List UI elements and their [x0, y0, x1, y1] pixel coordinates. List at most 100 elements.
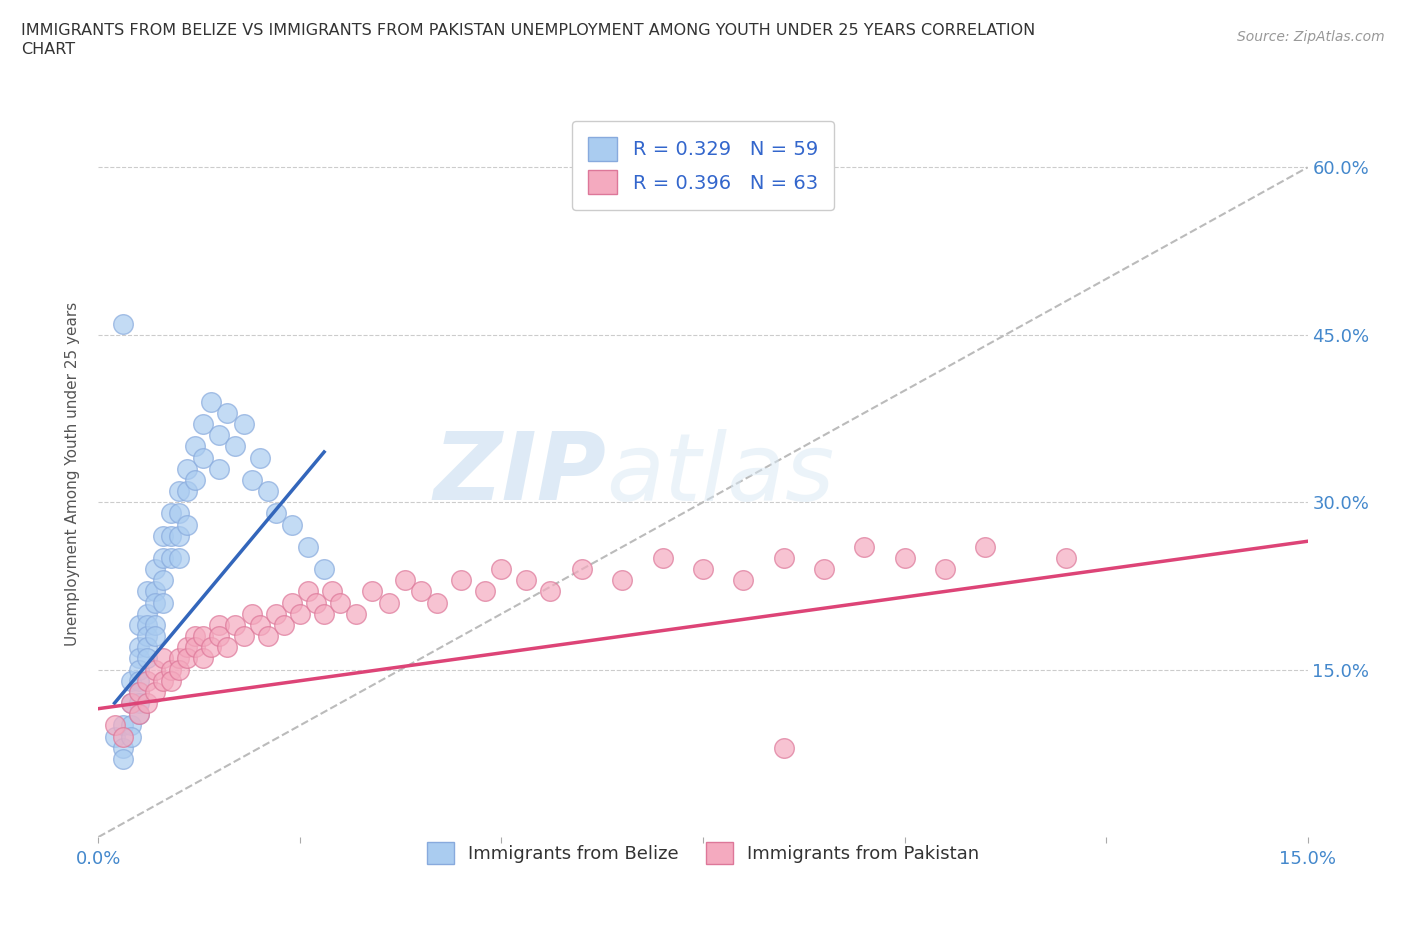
Point — [974, 539, 997, 554]
Point — [193, 417, 215, 432]
Point — [143, 584, 166, 599]
Legend: Immigrants from Belize, Immigrants from Pakistan: Immigrants from Belize, Immigrants from … — [412, 828, 994, 879]
Point — [208, 461, 231, 476]
Point — [152, 573, 174, 588]
Point — [934, 562, 956, 577]
Point — [135, 696, 157, 711]
Point — [314, 562, 336, 577]
Point — [152, 551, 174, 565]
Point — [120, 696, 142, 711]
Point — [217, 640, 239, 655]
Point — [184, 439, 207, 454]
Point — [160, 673, 183, 688]
Point — [167, 651, 190, 666]
Point — [772, 740, 794, 755]
Point — [135, 629, 157, 644]
Point — [256, 484, 278, 498]
Point — [152, 651, 174, 666]
Point — [111, 729, 134, 744]
Point — [111, 718, 134, 733]
Point — [143, 662, 166, 677]
Point — [176, 651, 198, 666]
Point — [135, 618, 157, 632]
Point — [111, 751, 134, 766]
Point — [853, 539, 876, 554]
Point — [167, 662, 190, 677]
Point — [184, 629, 207, 644]
Point — [217, 405, 239, 420]
Point — [288, 606, 311, 621]
Point — [184, 640, 207, 655]
Point — [103, 718, 125, 733]
Point — [200, 394, 222, 409]
Point — [143, 562, 166, 577]
Point — [176, 484, 198, 498]
Point — [176, 640, 198, 655]
Point — [152, 528, 174, 543]
Point — [167, 528, 190, 543]
Point — [264, 506, 287, 521]
Point — [224, 439, 246, 454]
Point — [167, 484, 190, 498]
Text: ZIP: ZIP — [433, 429, 606, 520]
Point — [249, 618, 271, 632]
Point — [128, 651, 150, 666]
Point — [297, 584, 319, 599]
Point — [128, 618, 150, 632]
Point — [160, 528, 183, 543]
Point — [143, 629, 166, 644]
Point — [377, 595, 399, 610]
Point — [491, 562, 513, 577]
Point — [208, 629, 231, 644]
Point — [120, 729, 142, 744]
Point — [160, 551, 183, 565]
Text: IMMIGRANTS FROM BELIZE VS IMMIGRANTS FROM PAKISTAN UNEMPLOYMENT AMONG YOUTH UNDE: IMMIGRANTS FROM BELIZE VS IMMIGRANTS FRO… — [21, 23, 1035, 38]
Point — [176, 517, 198, 532]
Point — [120, 696, 142, 711]
Point — [135, 606, 157, 621]
Point — [361, 584, 384, 599]
Point — [135, 651, 157, 666]
Point — [184, 472, 207, 487]
Point — [232, 629, 254, 644]
Point — [160, 506, 183, 521]
Point — [571, 562, 593, 577]
Point — [128, 696, 150, 711]
Point — [813, 562, 835, 577]
Point — [426, 595, 449, 610]
Point — [1054, 551, 1077, 565]
Point — [321, 584, 343, 599]
Text: CHART: CHART — [21, 42, 75, 57]
Point — [651, 551, 673, 565]
Point — [450, 573, 472, 588]
Point — [111, 740, 134, 755]
Point — [264, 606, 287, 621]
Point — [281, 595, 304, 610]
Point — [240, 472, 263, 487]
Point — [176, 461, 198, 476]
Point — [344, 606, 367, 621]
Point — [152, 673, 174, 688]
Point — [143, 595, 166, 610]
Point — [193, 629, 215, 644]
Point — [128, 673, 150, 688]
Point — [120, 718, 142, 733]
Point — [733, 573, 755, 588]
Text: Source: ZipAtlas.com: Source: ZipAtlas.com — [1237, 30, 1385, 44]
Point — [224, 618, 246, 632]
Point — [232, 417, 254, 432]
Point — [474, 584, 496, 599]
Point — [135, 640, 157, 655]
Point — [128, 684, 150, 699]
Point — [128, 684, 150, 699]
Point — [208, 618, 231, 632]
Point — [135, 673, 157, 688]
Point — [692, 562, 714, 577]
Point — [281, 517, 304, 532]
Point — [612, 573, 634, 588]
Point — [135, 584, 157, 599]
Point — [143, 618, 166, 632]
Point — [128, 707, 150, 722]
Point — [128, 707, 150, 722]
Point — [329, 595, 352, 610]
